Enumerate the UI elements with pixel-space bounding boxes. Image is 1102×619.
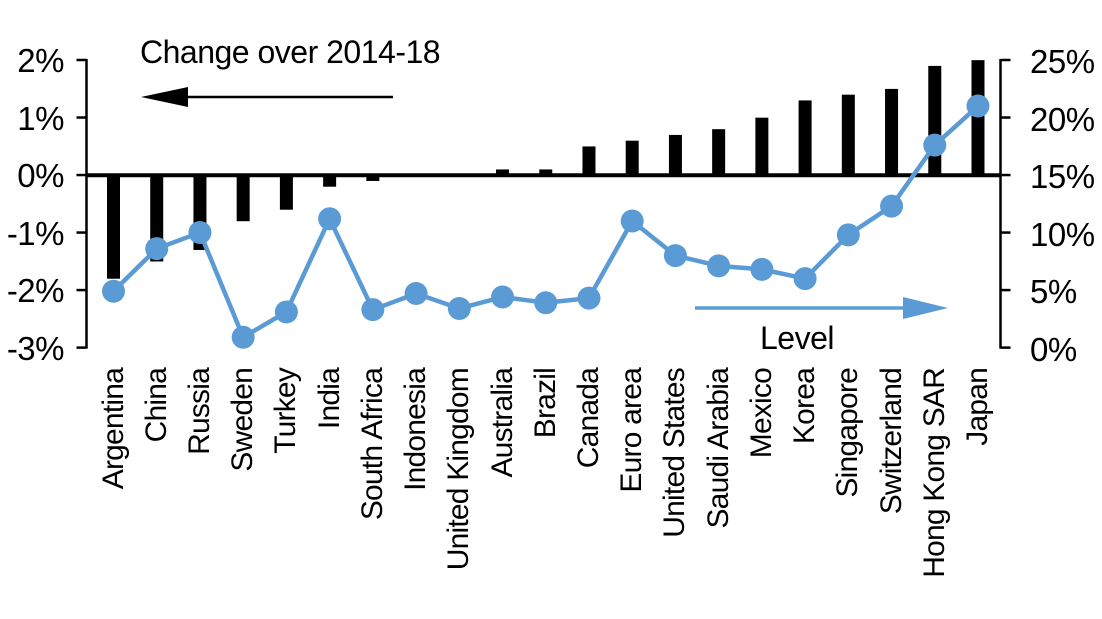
level-dot-euro-area [620,209,644,233]
level-dot-indonesia [404,282,428,306]
level-dot-singapore [836,223,860,247]
bar-united-states [668,134,682,176]
category-label-russia: Russia [182,368,216,455]
category-label-japan: Japan [961,368,994,446]
left-axis-tick-label: -2% [6,272,65,310]
level-dot-turkey [274,300,298,324]
level-dot-argentina [102,279,125,303]
right-axis-tick-label: 0% [1030,330,1077,368]
level-dot-russia [188,221,212,245]
category-label-canada: Canada [571,368,605,469]
category-label-turkey: Turkey [269,368,303,454]
category-label-korea: Korea [788,368,822,445]
category-label-hong-kong-sar: Hong Kong SAR [917,368,951,578]
category-label-sweden: Sweden [226,368,260,472]
category-label-united-states: United States [658,368,692,538]
bar-turkey [279,175,293,210]
bar-singapore [841,94,855,176]
bar-canada [582,146,596,176]
bar-saudi-arabia [712,129,726,176]
level-dot-hong-kong-sar [923,133,947,157]
right-axis-tick-label: 25% [1030,43,1095,80]
left-axis-tick-label: -1% [6,214,65,252]
bar-brazil [539,169,553,176]
level-dot-south-africa [361,298,385,322]
level-dot-canada [577,286,601,310]
level-dot-mexico [750,257,774,281]
bar-hong-kong-sar [928,65,942,176]
level-dot-japan [966,94,990,118]
category-label-argentina: Argentina [96,368,130,490]
bar-euro-area [625,140,639,176]
category-label-india: India [312,368,346,430]
right-axis-series-title: Level [760,320,835,356]
category-label-switzerland: Switzerland [874,368,908,515]
bar-sweden [236,175,250,222]
bar-mexico [755,117,769,176]
level-dot-india [318,207,342,231]
left-axis-tick-label: 0% [17,157,64,195]
category-label-euro-area: Euro area [615,368,649,493]
category-label-brazil: Brazil [528,368,562,439]
level-dot-saudi-arabia [707,254,731,278]
left-axis-tick-label: -3% [6,329,65,367]
category-label-china: China [139,368,173,443]
right-axis-tick-label: 10% [1030,215,1095,253]
level-dot-united-states [663,244,687,268]
level-dot-switzerland [880,194,904,218]
level-dot-united-kingdom [447,296,471,320]
left-axis-series-title: Change over 2014-18 [140,34,441,70]
right-axis-tick-label: 5% [1030,273,1077,311]
level-dot-sweden [231,325,255,349]
category-label-singapore: Singapore [831,368,865,498]
level-arrow-head [903,297,948,319]
right-axis-tick-label: 15% [1030,158,1095,196]
right-axis-tick-label: 20% [1030,100,1095,138]
level-dot-korea [793,267,817,291]
category-label-south-africa: South Africa [355,368,389,521]
change-arrow-head [141,87,188,107]
category-label-australia: Australia [485,368,519,478]
level-dot-brazil [534,291,558,315]
bar-australia [496,169,510,176]
level-dot-australia [491,285,515,309]
category-label-saudi-arabia: Saudi Arabia [701,368,735,529]
category-label-indonesia: Indonesia [399,368,433,491]
left-axis-tick-label: 2% [17,42,64,79]
bar-japan [971,60,985,176]
bar-india [323,175,337,187]
bar-korea [798,100,812,176]
category-label-mexico: Mexico [744,368,778,459]
category-label-united-kingdom: United Kingdom [442,368,476,571]
bar-switzerland [885,88,899,176]
level-dot-china [145,237,169,261]
left-axis-tick-label: 1% [17,99,64,137]
bar-south-africa [366,175,380,181]
bar-argentina [107,175,120,279]
